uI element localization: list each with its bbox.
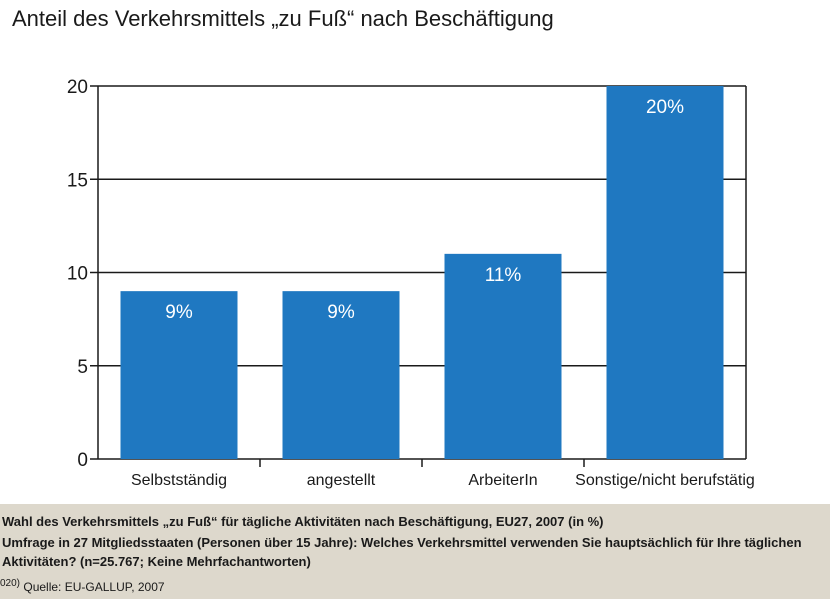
x-tick-label: angestellt: [307, 472, 376, 489]
chart-title: Anteil des Verkehrsmittels „zu Fuß“ nach…: [12, 6, 554, 31]
source-note: 020) Quelle: EU-GALLUP, 2007: [0, 578, 165, 594]
bar: [282, 291, 400, 459]
data-label: 20%: [646, 97, 684, 118]
data-label: 11%: [485, 265, 522, 286]
x-tick-label: ArbeiterIn: [468, 472, 537, 489]
bar: [444, 253, 562, 459]
y-tick-label: 15: [67, 170, 88, 191]
caption-line-1: Wahl des Verkehrsmittels „zu Fuß“ für tä…: [2, 514, 604, 529]
y-tick-label: 20: [67, 77, 88, 98]
source-text: Quelle: EU-GALLUP, 2007: [23, 580, 165, 594]
data-label: 9%: [165, 302, 193, 323]
caption-line-2: Umfrage in 27 Mitgliedsstaaten (Personen…: [2, 535, 802, 550]
bar: [120, 291, 238, 459]
y-tick-label: 0: [77, 450, 88, 471]
bar-chart: 0 5 10 15 20 9% Selbstständig 9% angestellt 11% Ar…: [67, 77, 755, 489]
footnote-marker: 020): [0, 578, 21, 589]
caption-box: Wahl des Verkehrsmittels „zu Fuß“ für tä…: [0, 504, 830, 599]
y-tick-label: 10: [67, 264, 88, 285]
caption-line-3: Aktivitäten? (n=25.767; Keine Mehrfachan…: [2, 554, 311, 569]
x-tick-label: Selbstständig: [131, 472, 227, 489]
data-label: 9%: [327, 302, 355, 323]
y-tick-label: 5: [77, 357, 88, 378]
bar: [606, 86, 724, 459]
x-tick-label: Sonstige/nicht berufstätig: [575, 472, 755, 489]
